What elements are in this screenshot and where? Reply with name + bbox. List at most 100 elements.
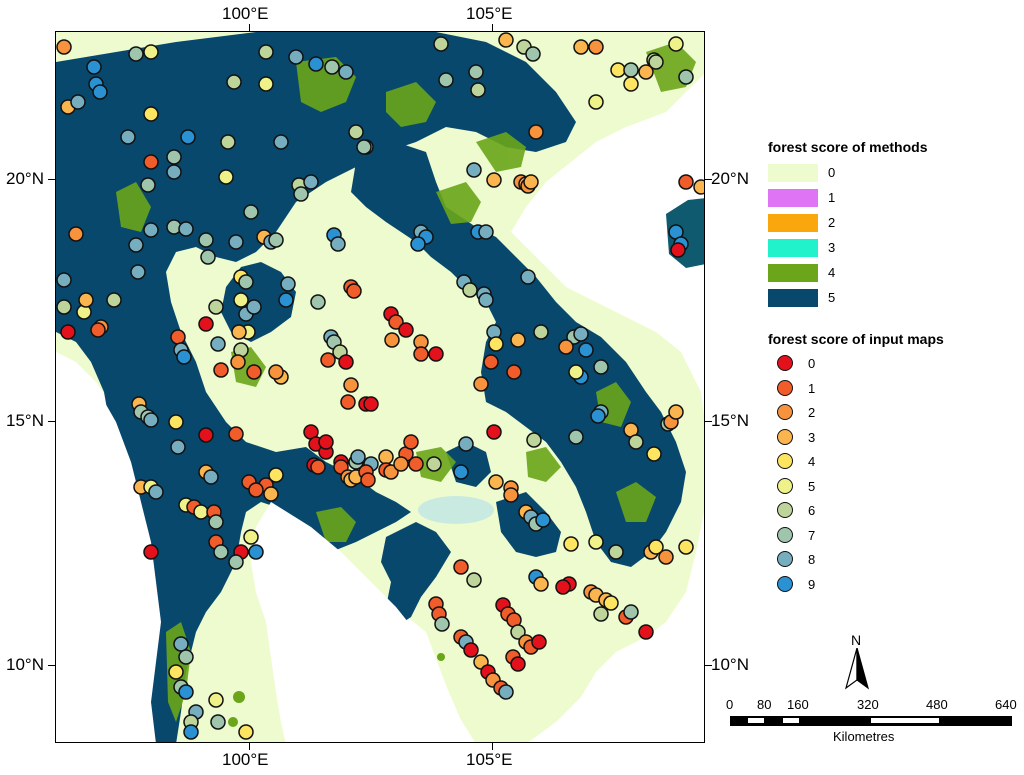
observation-point[interactable]: [208, 299, 224, 315]
observation-point[interactable]: [503, 487, 519, 503]
observation-point[interactable]: [330, 236, 346, 252]
observation-point[interactable]: [533, 324, 549, 340]
observation-point[interactable]: [213, 544, 229, 560]
observation-point[interactable]: [588, 39, 604, 55]
observation-point[interactable]: [231, 324, 247, 340]
observation-point[interactable]: [268, 364, 284, 380]
observation-point[interactable]: [324, 59, 340, 75]
observation-point[interactable]: [90, 322, 106, 338]
observation-point[interactable]: [338, 64, 354, 80]
observation-point[interactable]: [510, 656, 526, 672]
observation-point[interactable]: [506, 364, 522, 380]
observation-point[interactable]: [466, 162, 482, 178]
observation-point[interactable]: [408, 456, 424, 472]
observation-point[interactable]: [56, 299, 72, 315]
observation-point[interactable]: [243, 529, 259, 545]
observation-point[interactable]: [533, 576, 549, 592]
observation-point[interactable]: [228, 234, 244, 250]
observation-point[interactable]: [486, 424, 502, 440]
map-frame[interactable]: [55, 31, 705, 743]
observation-point[interactable]: [86, 59, 102, 75]
observation-point[interactable]: [243, 204, 259, 220]
observation-point[interactable]: [555, 579, 571, 595]
observation-point[interactable]: [280, 276, 296, 292]
observation-point[interactable]: [220, 134, 236, 150]
observation-point[interactable]: [398, 322, 414, 338]
observation-point[interactable]: [218, 169, 234, 185]
observation-point[interactable]: [470, 82, 486, 98]
observation-point[interactable]: [388, 314, 404, 330]
observation-point[interactable]: [208, 692, 224, 708]
observation-point[interactable]: [143, 106, 159, 122]
observation-point[interactable]: [128, 46, 144, 62]
observation-point[interactable]: [343, 377, 359, 393]
observation-point[interactable]: [228, 554, 244, 570]
observation-point[interactable]: [213, 362, 229, 378]
observation-point[interactable]: [378, 449, 394, 465]
observation-point[interactable]: [180, 129, 196, 145]
observation-point[interactable]: [210, 336, 226, 352]
observation-point[interactable]: [248, 482, 264, 498]
observation-point[interactable]: [208, 514, 224, 530]
observation-point[interactable]: [531, 634, 547, 650]
observation-point[interactable]: [360, 472, 376, 488]
observation-point[interactable]: [183, 724, 199, 740]
observation-point[interactable]: [246, 364, 262, 380]
observation-point[interactable]: [56, 272, 72, 288]
observation-point[interactable]: [588, 94, 604, 110]
observation-point[interactable]: [198, 427, 214, 443]
observation-point[interactable]: [308, 56, 324, 72]
observation-point[interactable]: [143, 154, 159, 170]
observation-point[interactable]: [458, 436, 474, 452]
observation-point[interactable]: [166, 149, 182, 165]
observation-point[interactable]: [468, 64, 484, 80]
observation-point[interactable]: [638, 64, 654, 80]
observation-point[interactable]: [678, 539, 694, 555]
observation-point[interactable]: [693, 179, 705, 195]
observation-point[interactable]: [143, 44, 159, 60]
observation-point[interactable]: [410, 236, 426, 252]
observation-point[interactable]: [68, 226, 84, 242]
observation-point[interactable]: [178, 649, 194, 665]
observation-point[interactable]: [438, 72, 454, 88]
observation-point[interactable]: [453, 559, 469, 575]
observation-point[interactable]: [453, 464, 469, 480]
observation-point[interactable]: [525, 46, 541, 62]
observation-point[interactable]: [593, 606, 609, 622]
observation-point[interactable]: [413, 346, 429, 362]
observation-point[interactable]: [346, 283, 362, 299]
observation-point[interactable]: [263, 486, 279, 502]
observation-point[interactable]: [393, 456, 409, 472]
observation-point[interactable]: [528, 124, 544, 140]
observation-point[interactable]: [178, 684, 194, 700]
observation-point[interactable]: [428, 346, 444, 362]
observation-point[interactable]: [106, 292, 122, 308]
observation-point[interactable]: [610, 62, 626, 78]
observation-point[interactable]: [78, 292, 94, 308]
forest-score-map[interactable]: [56, 32, 705, 743]
observation-point[interactable]: [510, 332, 526, 348]
observation-point[interactable]: [193, 504, 209, 520]
observation-point[interactable]: [623, 604, 639, 620]
observation-point[interactable]: [168, 414, 184, 430]
observation-point[interactable]: [228, 426, 244, 442]
observation-point[interactable]: [608, 544, 624, 560]
observation-point[interactable]: [293, 186, 309, 202]
observation-point[interactable]: [638, 624, 654, 640]
observation-point[interactable]: [678, 174, 694, 190]
observation-point[interactable]: [128, 237, 144, 253]
observation-point[interactable]: [170, 329, 186, 345]
observation-point[interactable]: [56, 39, 72, 55]
observation-point[interactable]: [478, 292, 494, 308]
observation-point[interactable]: [568, 429, 584, 445]
observation-point[interactable]: [246, 299, 262, 315]
observation-point[interactable]: [273, 134, 289, 150]
observation-point[interactable]: [603, 595, 619, 611]
observation-point[interactable]: [350, 449, 366, 465]
observation-point[interactable]: [348, 124, 364, 140]
observation-point[interactable]: [623, 76, 639, 92]
observation-point[interactable]: [498, 32, 514, 48]
observation-point[interactable]: [434, 616, 450, 632]
observation-point[interactable]: [226, 74, 242, 90]
observation-point[interactable]: [320, 352, 336, 368]
